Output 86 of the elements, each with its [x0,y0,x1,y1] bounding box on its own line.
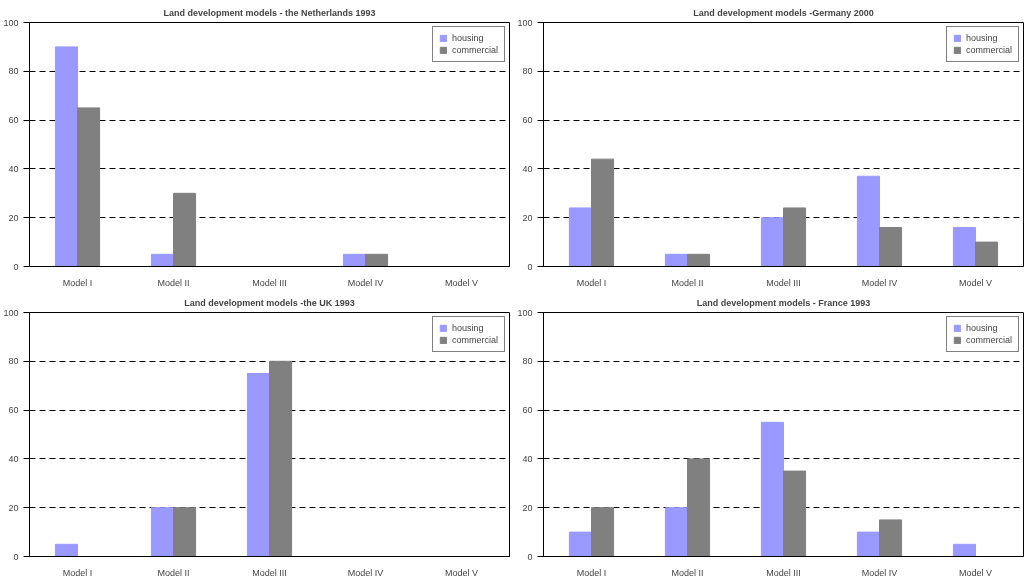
y-tick-label: 20 [8,502,19,513]
x-tick-label: Model III [766,277,801,288]
x-tick-label: Model I [62,567,93,578]
y-tick-label: 20 [522,212,533,223]
x-tick-label: Model V [444,567,479,578]
bar [664,507,688,557]
bar [591,158,615,267]
legend-label: housing [451,33,484,43]
bar [687,458,711,557]
x-tick-label: Model III [252,277,287,288]
legend-label: commercial [965,335,1012,345]
chart-title: Land development models - the Netherlands 1993 [163,7,376,18]
y-tick-label: 40 [8,163,19,174]
x-tick-label: Model V [958,567,993,578]
x-tick-label: Model II [671,567,704,578]
bar [269,360,293,557]
bar [856,175,880,267]
y-tick-label: 0 [527,551,533,562]
y-tick-label: 20 [522,502,533,513]
y-tick-label: 80 [522,356,533,367]
bar [856,531,880,557]
y-tick-label: 60 [522,115,533,126]
y-tick-label: 80 [522,66,533,77]
y-tick-label: 100 [3,307,19,318]
bar [342,253,366,267]
bar [54,46,78,267]
bar [568,207,592,267]
x-tick-label: Model IV [347,277,384,288]
y-tick-label: 80 [8,356,19,367]
legend-label: commercial [451,335,498,345]
bar [568,531,592,557]
y-tick-label: 60 [522,405,533,416]
x-tick-label: Model II [157,277,190,288]
chart-title: Land development models - France 1993 [696,297,871,308]
legend-label: housing [965,323,998,333]
bar [77,107,101,267]
y-tick-label: 40 [8,453,19,464]
x-tick-label: Model I [576,277,607,288]
y-tick-label: 100 [517,17,533,28]
y-tick-label: 60 [8,115,19,126]
x-tick-label: Model II [157,567,190,578]
y-tick-label: 100 [517,307,533,318]
legend-label: commercial [451,45,498,55]
y-tick-label: 0 [13,261,19,272]
y-tick-label: 40 [522,453,533,464]
bar [664,253,688,267]
bar [952,226,976,267]
x-tick-label: Model V [958,277,993,288]
bar [783,207,807,267]
bar [150,253,174,267]
y-tick-label: 100 [3,17,19,28]
x-tick-label: Model IV [861,277,898,288]
bar [760,421,784,557]
bar [783,470,807,557]
bar [591,507,615,557]
y-tick-label: 0 [527,261,533,272]
bar [365,253,389,267]
y-tick-label: 20 [8,212,19,223]
bar [879,519,903,557]
bar [952,543,976,557]
x-tick-label: Model I [62,277,93,288]
bar [879,226,903,267]
bar [760,217,784,267]
x-tick-label: Model I [576,567,607,578]
chart-title: Land development models -the UK 1993 [184,297,355,308]
legend-label: housing [451,323,484,333]
x-tick-label: Model IV [861,567,898,578]
x-tick-label: Model IV [347,567,384,578]
bar [150,507,174,557]
x-tick-label: Model III [766,567,801,578]
bar [975,241,999,267]
y-tick-label: 60 [8,405,19,416]
x-tick-label: Model V [444,277,479,288]
bar [173,507,197,557]
bar [246,373,270,557]
x-tick-label: Model III [252,567,287,578]
x-tick-label: Model II [671,277,704,288]
legend-label: housing [965,33,998,43]
legend-label: commercial [965,45,1012,55]
y-tick-label: 0 [13,551,19,562]
bar [687,253,711,267]
y-tick-label: 80 [8,66,19,77]
bar [54,543,78,557]
bar [173,192,197,267]
y-tick-label: 40 [522,163,533,174]
chart-title: Land development models -Germany 2000 [693,7,874,18]
